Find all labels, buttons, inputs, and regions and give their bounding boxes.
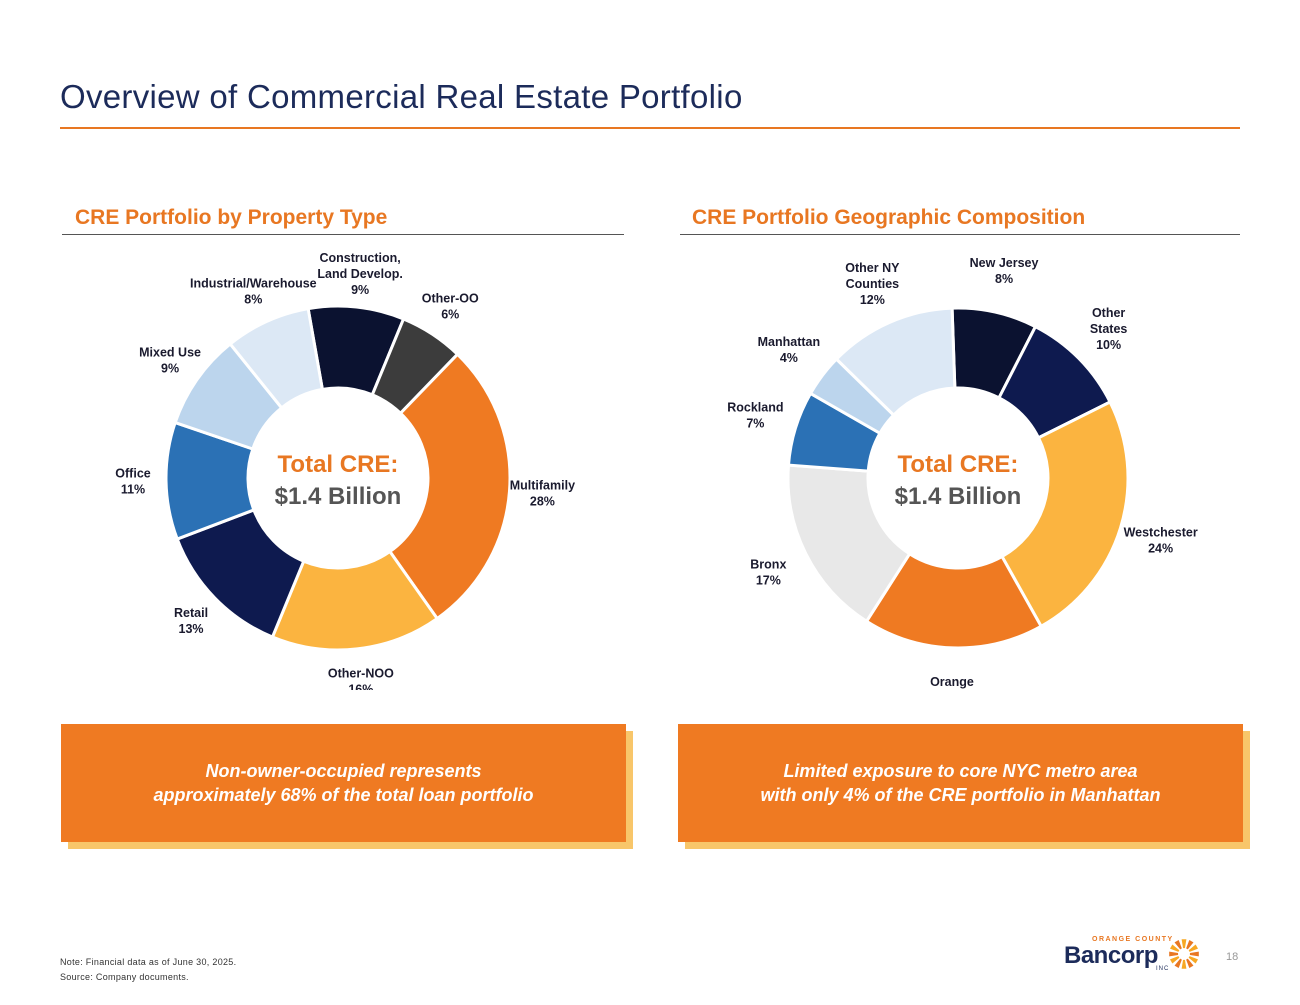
sun-ray — [1174, 939, 1182, 950]
footnote: Note: Financial data as of June 30, 2025… — [60, 957, 237, 967]
label-line-retail-1: 13% — [179, 622, 204, 636]
label-line-mixed-use-1: 9% — [161, 361, 179, 375]
page-title: Overview of Commercial Real Estate Portf… — [60, 78, 743, 115]
sun-ray — [1169, 944, 1180, 952]
label-retail: Retail 13% — [174, 606, 208, 636]
label-line-industrial-warehouse-1: 8% — [244, 292, 262, 306]
label-line-retail-0: Retail — [174, 606, 208, 620]
sun-ray — [1186, 958, 1194, 969]
label-line-other-noo-1: 16% — [348, 683, 373, 690]
label-other-oo: Other-OO 6% — [422, 291, 479, 321]
slice-multifamily — [387, 352, 512, 621]
right-callout-box: Limited exposure to core NYC metro area … — [678, 724, 1243, 842]
label-line-bronx-0: Bronx — [750, 558, 786, 572]
left-callout-box: Non-owner-occupied represents approximat… — [61, 724, 626, 842]
source-note: Source: Company documents. — [60, 972, 189, 982]
label-rockland: Rockland 7% — [727, 401, 783, 431]
title-divider — [60, 127, 1240, 129]
label-line-construction-land-develop-0: Construction, — [320, 251, 401, 265]
label-line-other-oo-0: Other-OO — [422, 291, 479, 305]
sun-ray — [1181, 959, 1187, 969]
label-line-new-jersey-1: 8% — [995, 272, 1013, 286]
sun-ray — [1189, 951, 1199, 957]
right-section-divider — [680, 234, 1240, 235]
label-line-office-0: Office — [115, 467, 150, 481]
sun-ray — [1169, 951, 1179, 957]
center-total-label: Total CRE: — [278, 451, 399, 478]
label-line-office-1: 11% — [121, 483, 145, 497]
logo-inc: INC — [1156, 966, 1170, 972]
right-callout-line-2: with only 4% of the CRE portfolio in Man… — [760, 785, 1161, 805]
right-section-title: CRE Portfolio Geographic Composition — [692, 206, 1086, 229]
left-callout-line-2: approximately 68% of the total loan port… — [153, 785, 534, 805]
sun-ray — [1169, 956, 1180, 964]
left-callout-line-1: Non-owner-occupied represents — [205, 761, 482, 781]
sun-ray — [1188, 944, 1199, 952]
center-total-value: $1.4 Billion — [895, 483, 1022, 510]
label-new-jersey: New Jersey 8% — [970, 256, 1039, 286]
label-bronx: Bronx 17% — [750, 558, 786, 588]
label-line-mixed-use-0: Mixed Use — [139, 345, 201, 359]
label-orange: Orange17% — [930, 675, 974, 690]
slice-industrial-warehouse — [228, 306, 325, 410]
label-line-other-ny-counties-1: Counties — [846, 277, 900, 291]
label-industrial-warehouse: Industrial/Warehouse 8% — [190, 276, 317, 306]
label-line-westchester-0: Westchester — [1124, 525, 1198, 539]
label-construction-land-develop: Construction, Land Develop. 9% — [317, 251, 402, 297]
label-line-other-states-2: 10% — [1096, 338, 1121, 352]
sun-icon — [1169, 939, 1199, 969]
label-line-other-ny-counties-2: 12% — [860, 293, 885, 307]
label-line-industrial-warehouse-0: Industrial/Warehouse — [190, 276, 317, 290]
label-line-orange-0: Orange — [930, 675, 974, 689]
page-number: 18 — [1226, 951, 1239, 963]
slice-westchester — [999, 400, 1130, 629]
label-line-construction-land-develop-1: Land Develop. — [317, 267, 402, 281]
geographic-donut-chart: New Jersey 8% Other States 10% Westchester 24%… — [727, 256, 1198, 690]
label-line-other-ny-counties-0: Other NY — [845, 261, 900, 275]
label-manhattan: Manhattan 4% — [758, 335, 821, 365]
label-westchester: Westchester 24% — [1124, 525, 1198, 555]
label-line-multifamily-0: Multifamily — [510, 479, 575, 493]
center-total-value: $1.4 Billion — [275, 483, 402, 510]
left-section-divider — [62, 234, 624, 235]
label-mixed-use: Mixed Use 9% — [139, 345, 201, 375]
label-line-westchester-1: 24% — [1148, 541, 1173, 555]
slice-other-ny-counties — [834, 306, 957, 418]
company-logo: ORANGE COUNTY Bancorp INC — [1064, 936, 1204, 976]
logo-subtitle: ORANGE COUNTY — [1092, 936, 1174, 943]
property-type-donut-chart: Construction, Land Develop. 9% Other-OO 6% Mu… — [115, 251, 575, 690]
label-line-other-states-1: States — [1090, 322, 1128, 336]
left-section-title: CRE Portfolio by Property Type — [75, 206, 388, 229]
label-office: Office 11% — [115, 467, 150, 497]
sun-ray — [1188, 956, 1199, 964]
sun-ray — [1181, 939, 1187, 949]
label-line-bronx-1: 17% — [756, 574, 781, 588]
label-other-noo: Other-NOO 16% — [328, 667, 394, 690]
label-other-states: Other States 10% — [1090, 306, 1128, 352]
label-line-other-noo-0: Other-NOO — [328, 667, 394, 681]
label-line-new-jersey-0: New Jersey — [970, 256, 1039, 270]
label-line-construction-land-develop-2: 9% — [351, 283, 369, 297]
label-multifamily: Multifamily 28% — [510, 479, 575, 509]
sun-ray — [1174, 958, 1182, 969]
logo-wordmark: Bancorp — [1064, 942, 1158, 969]
label-line-manhattan-0: Manhattan — [758, 335, 821, 349]
label-line-rockland-1: 7% — [746, 417, 764, 431]
center-total-label: Total CRE: — [898, 451, 1019, 478]
label-line-manhattan-1: 4% — [780, 351, 798, 365]
label-line-other-oo-1: 6% — [441, 307, 459, 321]
label-other-ny-counties: Other NY Counties 12% — [845, 261, 900, 307]
label-line-rockland-0: Rockland — [727, 401, 783, 415]
right-callout-line-1: Limited exposure to core NYC metro area — [783, 761, 1138, 781]
sun-ray — [1186, 939, 1194, 950]
label-line-multifamily-1: 28% — [530, 495, 555, 509]
label-line-other-states-0: Other — [1092, 306, 1125, 320]
